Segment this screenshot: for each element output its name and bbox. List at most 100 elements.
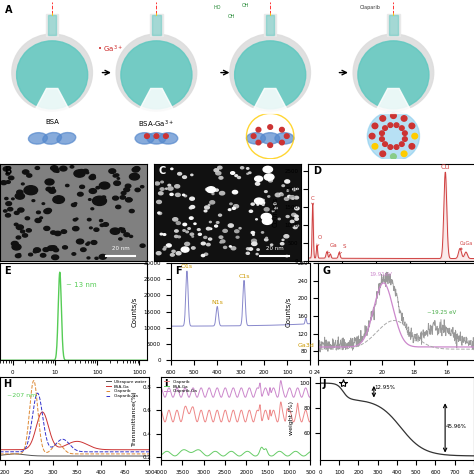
Circle shape <box>228 224 233 227</box>
Text: C: C <box>311 195 315 205</box>
Circle shape <box>129 173 139 180</box>
Circle shape <box>255 176 263 182</box>
Text: J: J <box>323 379 327 389</box>
X-axis label: Binding energy (eV): Binding energy (eV) <box>363 381 433 387</box>
Circle shape <box>207 244 210 246</box>
Circle shape <box>96 187 100 189</box>
Text: Olaparib: Olaparib <box>360 5 381 10</box>
Circle shape <box>117 178 119 179</box>
Circle shape <box>28 253 33 256</box>
Circle shape <box>251 231 255 234</box>
Circle shape <box>87 257 90 259</box>
Circle shape <box>173 218 178 221</box>
Text: B: B <box>4 166 12 176</box>
Circle shape <box>183 223 187 226</box>
Circle shape <box>219 214 221 216</box>
Circle shape <box>401 116 407 121</box>
Text: C: C <box>158 166 166 176</box>
Circle shape <box>286 255 288 257</box>
Text: HO: HO <box>213 5 221 10</box>
Circle shape <box>412 133 418 139</box>
Circle shape <box>275 207 277 209</box>
X-axis label: Binding energy (keV): Binding energy (keV) <box>204 381 277 387</box>
Circle shape <box>89 199 91 201</box>
Circle shape <box>229 246 231 247</box>
Circle shape <box>49 189 55 193</box>
Circle shape <box>61 230 66 233</box>
Circle shape <box>1 181 7 185</box>
Circle shape <box>262 232 264 233</box>
Circle shape <box>215 225 218 227</box>
Circle shape <box>18 254 20 255</box>
Circle shape <box>251 134 256 138</box>
Circle shape <box>140 186 144 188</box>
Circle shape <box>121 228 125 230</box>
Circle shape <box>234 205 238 208</box>
Circle shape <box>256 254 258 255</box>
Circle shape <box>285 180 290 183</box>
Circle shape <box>42 203 45 204</box>
Circle shape <box>53 168 59 172</box>
Circle shape <box>24 186 37 195</box>
Circle shape <box>191 174 193 175</box>
Legend: Ultrapure water, BSA-Ga, Olaparib, Olaparib-Ga: Ultrapure water, BSA-Ga, Olaparib, Olapa… <box>105 379 147 399</box>
Circle shape <box>210 221 211 223</box>
Circle shape <box>212 193 214 194</box>
Circle shape <box>46 209 52 212</box>
Text: OH: OH <box>228 14 235 19</box>
Circle shape <box>190 197 194 200</box>
Circle shape <box>63 246 67 249</box>
Text: ~19.25 eV: ~19.25 eV <box>427 310 456 315</box>
Circle shape <box>9 176 14 180</box>
Circle shape <box>34 248 40 252</box>
Circle shape <box>273 203 276 205</box>
Circle shape <box>237 177 240 179</box>
Circle shape <box>40 254 46 257</box>
Circle shape <box>220 242 222 243</box>
Text: BSA-Ga$^{3+}$: BSA-Ga$^{3+}$ <box>138 119 174 130</box>
Circle shape <box>282 185 284 186</box>
Circle shape <box>40 217 43 219</box>
Text: D: D <box>313 166 321 176</box>
Circle shape <box>246 252 249 255</box>
Circle shape <box>27 229 31 232</box>
Circle shape <box>247 173 248 174</box>
Circle shape <box>394 123 399 128</box>
Circle shape <box>91 174 95 178</box>
Circle shape <box>280 193 283 195</box>
Circle shape <box>103 223 109 226</box>
Circle shape <box>293 226 297 228</box>
Text: H: H <box>3 379 11 389</box>
Circle shape <box>119 228 122 230</box>
Circle shape <box>402 137 407 141</box>
Circle shape <box>79 170 84 173</box>
Circle shape <box>175 185 180 188</box>
Circle shape <box>266 237 267 238</box>
Circle shape <box>190 233 193 236</box>
Circle shape <box>175 193 180 196</box>
Circle shape <box>120 196 125 199</box>
Circle shape <box>124 233 129 237</box>
Circle shape <box>284 134 289 138</box>
Circle shape <box>228 209 231 210</box>
Circle shape <box>60 166 67 171</box>
Circle shape <box>35 166 39 169</box>
Circle shape <box>16 225 23 229</box>
Circle shape <box>205 206 210 209</box>
Circle shape <box>292 188 296 191</box>
Circle shape <box>400 126 404 130</box>
Circle shape <box>284 235 289 238</box>
Circle shape <box>235 230 239 233</box>
Circle shape <box>43 248 49 252</box>
Text: CuGa: CuGa <box>460 240 474 250</box>
Circle shape <box>280 140 284 145</box>
Circle shape <box>46 187 52 191</box>
Circle shape <box>231 172 235 174</box>
Circle shape <box>115 174 119 176</box>
Circle shape <box>109 169 116 173</box>
Circle shape <box>246 168 249 169</box>
Circle shape <box>11 241 18 246</box>
Circle shape <box>94 228 99 231</box>
Ellipse shape <box>261 133 280 144</box>
Circle shape <box>252 239 256 243</box>
